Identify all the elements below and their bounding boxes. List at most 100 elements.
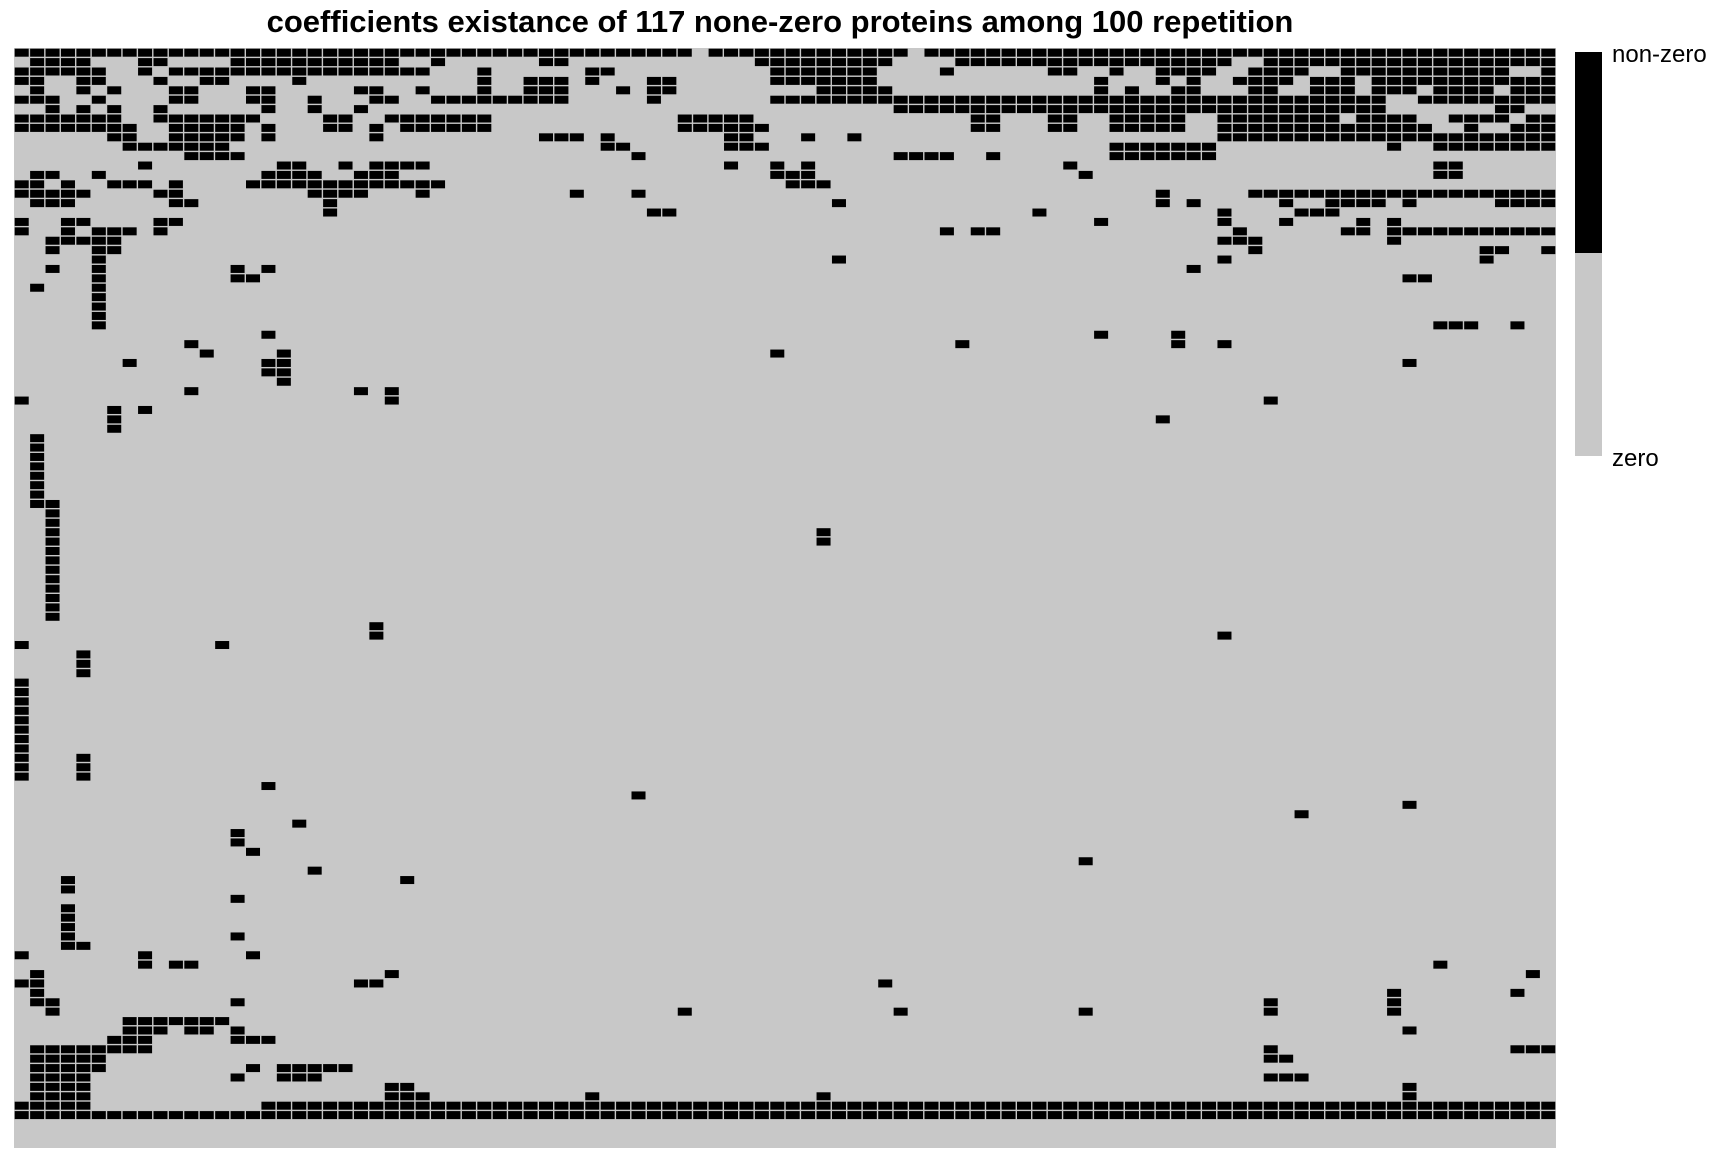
heatmap-cell: [369, 180, 384, 189]
heatmap-cell: [230, 838, 245, 847]
heatmap-cell: [616, 48, 631, 57]
heatmap-cell: [107, 1111, 122, 1120]
heatmap-cell: [168, 67, 183, 76]
heatmap-cell: [1402, 358, 1417, 367]
heatmap-cell: [14, 688, 29, 697]
heatmap-cell: [1325, 86, 1340, 95]
heatmap-cell: [1417, 1111, 1432, 1120]
heatmap-cell: [600, 67, 615, 76]
heatmap-cell: [323, 67, 338, 76]
heatmap-cell: [631, 791, 646, 800]
heatmap-cell: [1279, 1073, 1294, 1082]
heatmap-cell: [168, 199, 183, 208]
heatmap-cell: [76, 189, 91, 198]
heatmap-cell: [1001, 48, 1016, 57]
heatmap-cell: [60, 189, 75, 198]
heatmap-cell: [646, 95, 661, 104]
heatmap-cell: [739, 1111, 754, 1120]
heatmap-cell: [708, 1101, 723, 1110]
heatmap-cell: [168, 142, 183, 151]
heatmap-cell: [1417, 123, 1432, 132]
heatmap-cell: [986, 1101, 1001, 1110]
heatmap-cell: [1448, 1111, 1463, 1120]
heatmap-cell: [831, 86, 846, 95]
heatmap-cell: [246, 1064, 261, 1073]
heatmap-cell: [1448, 58, 1463, 67]
heatmap-cell: [585, 1092, 600, 1101]
heatmap-cell: [1340, 123, 1355, 132]
heatmap-cell: [986, 58, 1001, 67]
heatmap-cell: [45, 105, 60, 114]
heatmap-cell: [1510, 1101, 1525, 1110]
heatmap-cell: [1202, 58, 1217, 67]
heatmap-cell: [554, 95, 569, 104]
heatmap-cell: [400, 1111, 415, 1120]
heatmap-cell: [45, 1082, 60, 1091]
heatmap-cell: [30, 1073, 45, 1082]
heatmap-cell: [60, 1111, 75, 1120]
heatmap-cell: [384, 48, 399, 57]
heatmap-cell: [369, 123, 384, 132]
heatmap-cell: [1171, 48, 1186, 57]
heatmap-cell: [184, 152, 199, 161]
heatmap-cell: [1464, 142, 1479, 151]
heatmap-cell: [924, 105, 939, 114]
heatmap-cell: [1387, 227, 1402, 236]
heatmap-cell: [369, 979, 384, 988]
heatmap-cell: [1294, 1101, 1309, 1110]
heatmap-cell: [1186, 264, 1201, 273]
heatmap-cell: [1001, 95, 1016, 104]
heatmap-cell: [446, 1101, 461, 1110]
heatmap-cell: [276, 1073, 291, 1082]
heatmap-cell: [1017, 58, 1032, 67]
heatmap-cell: [1155, 58, 1170, 67]
heatmap-cell: [60, 1054, 75, 1063]
heatmap-cell: [662, 1111, 677, 1120]
heatmap-cell: [1109, 95, 1124, 104]
heatmap-cell: [847, 1101, 862, 1110]
heatmap-cell: [338, 1111, 353, 1120]
heatmap-cell: [45, 575, 60, 584]
heatmap-cell: [1479, 1111, 1494, 1120]
heatmap-cell: [1217, 631, 1232, 640]
heatmap-cell: [1248, 76, 1263, 85]
heatmap-cell: [323, 180, 338, 189]
heatmap-cell: [816, 67, 831, 76]
heatmap-cell: [60, 123, 75, 132]
heatmap-cell: [1171, 86, 1186, 95]
heatmap-cell: [1371, 199, 1386, 208]
heatmap-cell: [538, 1101, 553, 1110]
heatmap-cell: [261, 368, 276, 377]
heatmap-cell: [307, 95, 322, 104]
heatmap-cell: [1402, 800, 1417, 809]
heatmap-cell: [292, 1101, 307, 1110]
heatmap-cell: [631, 48, 646, 57]
heatmap-cell: [323, 1064, 338, 1073]
heatmap-cell: [1371, 123, 1386, 132]
heatmap-cell: [508, 48, 523, 57]
heatmap-cell: [1448, 161, 1463, 170]
heatmap-cell: [1448, 170, 1463, 179]
heatmap-cell: [1417, 189, 1432, 198]
heatmap-cell: [91, 246, 106, 255]
heatmap-cell: [261, 123, 276, 132]
heatmap-cell: [1063, 67, 1078, 76]
heatmap-cell: [76, 1045, 91, 1054]
heatmap-cell: [1279, 48, 1294, 57]
heatmap-cell: [1186, 48, 1201, 57]
heatmap-cell: [138, 161, 153, 170]
heatmap-cell: [1248, 105, 1263, 114]
heatmap-cell: [1294, 1073, 1309, 1082]
heatmap-cell: [292, 170, 307, 179]
heatmap-cell: [307, 170, 322, 179]
heatmap-cell: [230, 998, 245, 1007]
heatmap-cell: [353, 58, 368, 67]
heatmap-cell: [307, 67, 322, 76]
heatmap-cell: [1541, 76, 1556, 85]
heatmap-cell: [1232, 1111, 1247, 1120]
heatmap-cell: [1232, 133, 1247, 142]
heatmap-cell: [30, 462, 45, 471]
heatmap-cell: [91, 274, 106, 283]
heatmap-cell: [446, 1111, 461, 1120]
heatmap-cell: [276, 58, 291, 67]
